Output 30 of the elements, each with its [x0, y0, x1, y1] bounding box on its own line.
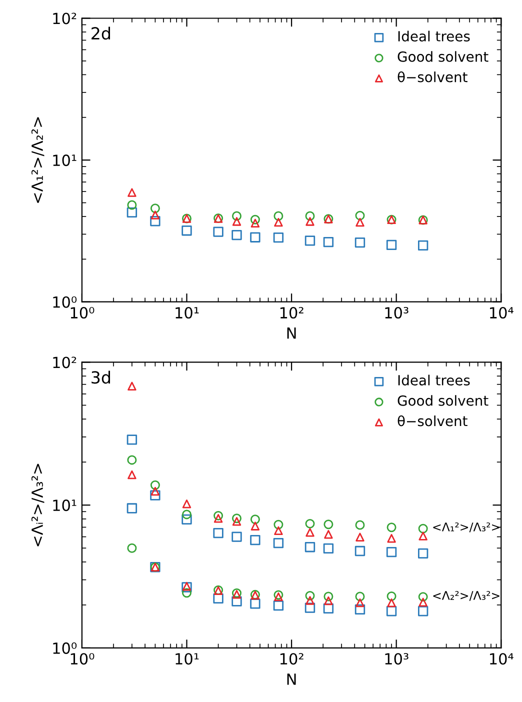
- x-tick-label: 10¹: [176, 653, 199, 665]
- chart-title: 3d: [92, 370, 110, 384]
- x-axis-title: N: [287, 674, 296, 685]
- x-tick-label: 10⁴: [490, 306, 514, 319]
- y-tick-label: 10¹: [53, 500, 76, 512]
- y-tick-label: 10⁰: [53, 642, 77, 654]
- legend-label: Ideal trees: [398, 374, 470, 386]
- y-axis-title: <Λᵢ²>/Λ₃²>: [31, 464, 44, 546]
- y-tick-label: 10⁰: [53, 296, 77, 308]
- legend-label: θ−solvent: [398, 71, 468, 82]
- legend-label: θ−solvent: [398, 415, 468, 426]
- legend-label: Good solvent: [398, 51, 488, 62]
- legend-label: Ideal trees: [398, 30, 470, 42]
- annotation: <Λ₁²>/Λ₃²>: [433, 522, 500, 532]
- legend-label: Good solvent: [398, 395, 488, 406]
- y-tick-label: 10²: [53, 356, 76, 368]
- x-tick-label: 10⁴: [490, 653, 514, 665]
- x-axis-title: N: [287, 328, 296, 339]
- x-tick-label: 10⁰: [70, 306, 94, 319]
- y-tick-label: 10²: [53, 12, 76, 24]
- x-tick-label: 10¹: [176, 306, 199, 319]
- x-tick-label: 10²: [280, 306, 304, 319]
- x-tick-label: 10³: [385, 653, 408, 665]
- y-axis-title: <Λ₁²>/Λ₂²>: [31, 117, 44, 203]
- x-tick-label: 10²: [280, 653, 304, 665]
- x-tick-label: 10³: [385, 306, 408, 319]
- annotation: <Λ₂²>/Λ₃²>: [433, 591, 500, 601]
- x-tick-label: 10⁰: [70, 653, 94, 665]
- y-tick-label: 10¹: [53, 154, 76, 166]
- chart-title: 2d: [92, 26, 110, 40]
